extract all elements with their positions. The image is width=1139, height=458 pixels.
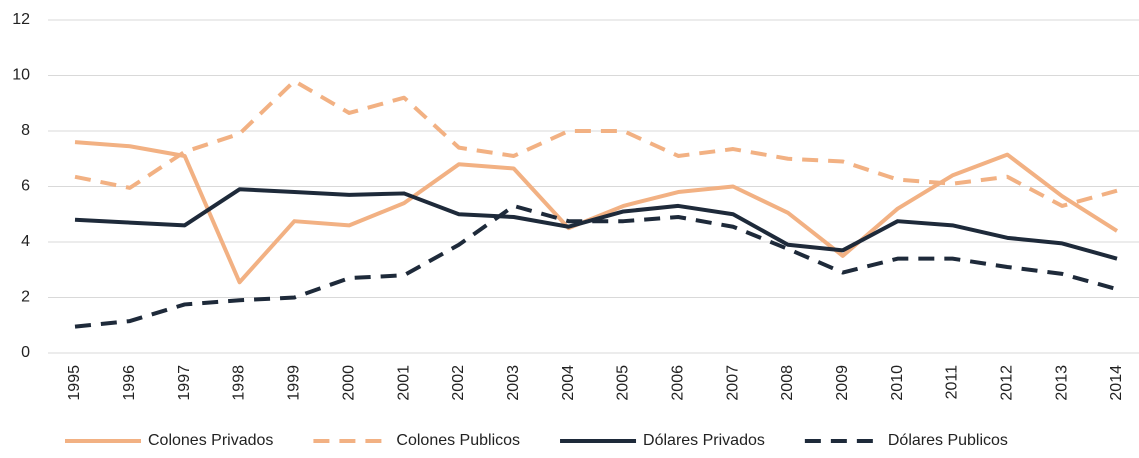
- x-tick-label: 2008: [779, 365, 796, 401]
- x-tick-label: 1997: [176, 365, 193, 401]
- y-tick-label: 4: [21, 233, 30, 250]
- x-tick-label: 2012: [999, 365, 1016, 401]
- x-tick-label: 1998: [231, 365, 248, 401]
- x-tick-label: 2000: [340, 365, 357, 401]
- y-tick-label: 2: [21, 289, 30, 306]
- x-tick-label: 2011: [944, 365, 961, 400]
- legend-label: Dólares Privados: [643, 432, 765, 449]
- x-tick-label: 2014: [1108, 365, 1125, 401]
- x-tick-label: 2005: [615, 365, 632, 401]
- x-tick-label: 2006: [669, 365, 686, 401]
- series-line: [74, 203, 1118, 329]
- y-tick-label: 0: [21, 344, 30, 361]
- x-tick-label: 2009: [834, 365, 851, 401]
- x-tick-label: 2013: [1053, 365, 1070, 401]
- legend-label: Dólares Publicos: [888, 432, 1008, 449]
- x-tick-label: 2003: [505, 365, 522, 401]
- x-tick-label: 2001: [395, 365, 412, 401]
- series-line: [74, 140, 1119, 285]
- legend-label: Colones Privados: [148, 432, 273, 449]
- y-tick-label: 12: [12, 11, 30, 28]
- x-tick-label: 2007: [724, 365, 741, 401]
- y-tick-label: 8: [21, 122, 30, 139]
- legend-label: Colones Publicos: [396, 432, 520, 449]
- y-tick-label: 10: [12, 67, 30, 84]
- series-line: [74, 187, 1118, 261]
- x-tick-label: 2002: [450, 365, 467, 401]
- x-tick-label: 1999: [286, 365, 303, 401]
- x-tick-label: 1995: [66, 365, 83, 401]
- series-line: [74, 79, 1118, 208]
- x-tick-label: 2010: [889, 365, 906, 401]
- y-tick-label: 6: [21, 178, 30, 195]
- x-tick-label: 2004: [560, 365, 577, 401]
- x-tick-label: 1996: [121, 365, 138, 401]
